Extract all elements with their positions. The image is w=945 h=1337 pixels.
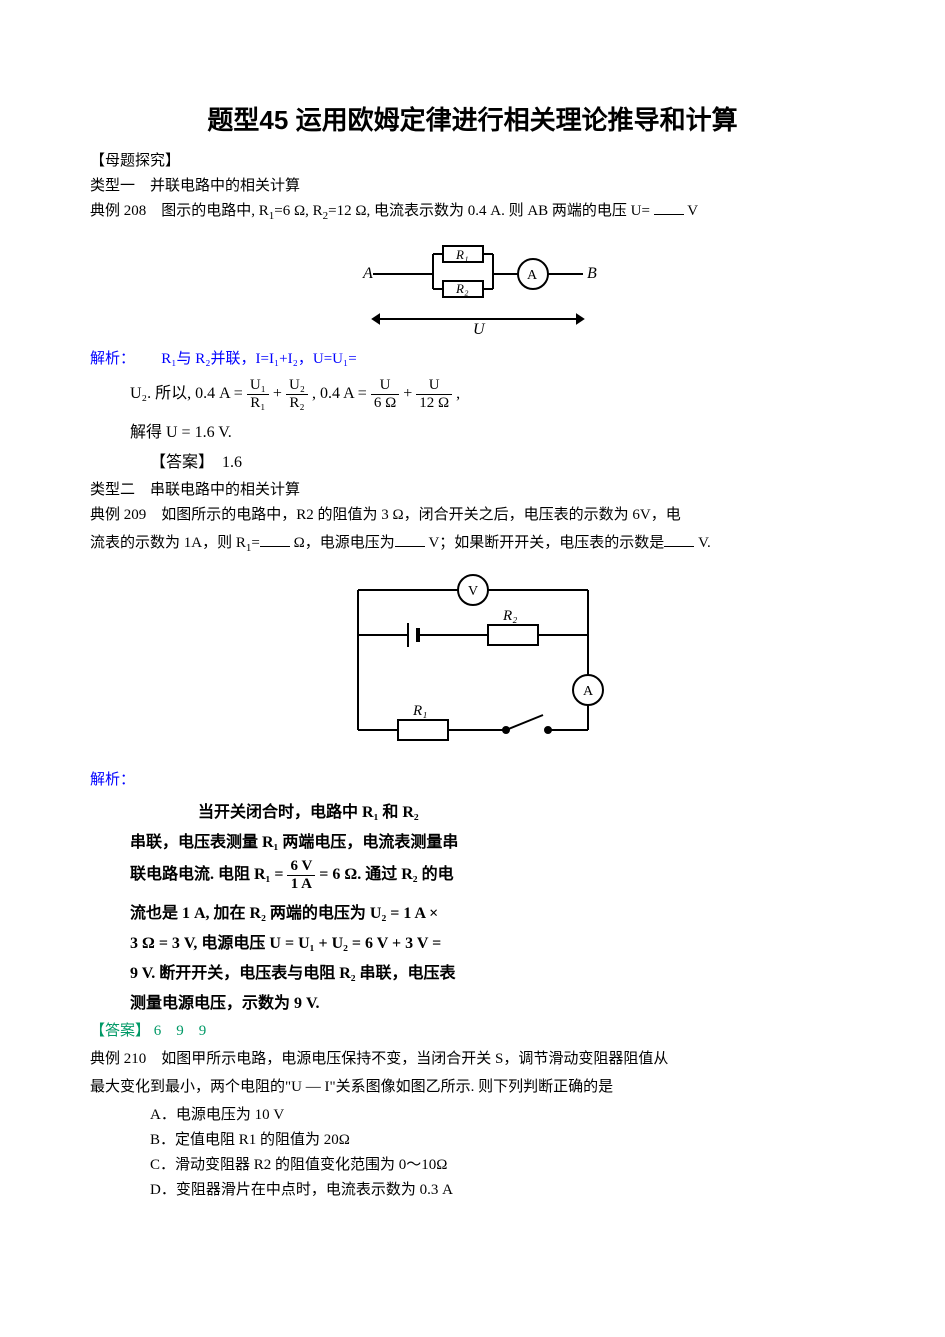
sol2-l1: 当开关闭合时，电路中 R₁ 和 R₂ <box>90 798 855 822</box>
document-page: 题型45 运用欧姆定律进行相关理论推导和计算 【母题探究】 类型一 并联电路中的… <box>0 0 945 1243</box>
ex208-text-c: =12 Ω, 电流表示数为 0.4 A. 则 AB 两端的电压 U= <box>328 203 650 219</box>
label-a: A <box>362 265 373 282</box>
example-209-line2: 流表的示数为 1A，则 R1= Ω，电源电压为 V；如果断开开关，电压表的示数是… <box>90 531 855 558</box>
ex208-text-a: 典例 208 图示的电路中, R <box>90 203 269 219</box>
analysis-1-text: R₁与 R₂并联，I=I₁+I₂，U=U₁= <box>161 351 356 367</box>
blank-3 <box>395 531 425 547</box>
frac-u2-r2: U₂R₂ <box>286 377 308 412</box>
sol1-c: , <box>456 385 460 402</box>
frac-u-6: U6 Ω <box>371 377 399 412</box>
sol2-l5: 3 Ω = 3 V, 电源电压 U = U₁ + U₂ = 6 V + 3 V … <box>90 929 855 953</box>
label-r2: R₂ <box>455 281 469 296</box>
ex209-d: Ω，电源电压为 <box>294 535 395 551</box>
sol1-a: U₂. 所以, 0.4 A = <box>130 385 243 402</box>
example-208: 典例 208 图示的电路中, R1=6 Ω, R2=12 Ω, 电流表示数为 0… <box>90 199 855 226</box>
frac-6v-1a: 6 V1 A <box>287 858 315 893</box>
ex208-text-d: V <box>687 203 698 219</box>
label-u: U <box>473 321 486 334</box>
option-d: D．变阻器滑片在中点时，电流表示数为 0.3 A <box>150 1178 855 1199</box>
ammeter-label-2: A <box>583 684 594 699</box>
solution-1-line1: U₂. 所以, 0.4 A = U₁R₁ + U₂R₂ , 0.4 A = U6… <box>90 377 855 412</box>
frac-u1-r1: U₁R₁ <box>247 377 269 412</box>
voltmeter-label: V <box>468 584 478 599</box>
example-209-line1: 典例 209 如图所示的电路中，R2 的阻值为 3 Ω，闭合开关之后，电压表的示… <box>90 503 855 527</box>
figure-2: V A R₂ R₁ <box>90 565 855 760</box>
analysis-2-label: 解析： <box>90 772 135 788</box>
label-b: B <box>587 265 597 282</box>
sol2-l2: 串联，电压表测量 R₁ 两端电压，电流表测量串 <box>90 828 855 852</box>
circuit-diagram-1: A B R₁ R₂ A U <box>343 234 603 334</box>
sol2-l3: 联电路电流. 电阻 R₁ = 6 V1 A = 6 Ω. 通过 R₂ 的电 <box>90 858 855 893</box>
solution-1-line2: 解得 U = 1.6 V. <box>90 418 855 442</box>
sol2-l3a: 联电路电流. 电阻 R₁ = <box>130 866 283 883</box>
sol2-l6: 9 V. 断开开关，电压表与电阻 R₂ 串联，电压表 <box>90 959 855 983</box>
answer-2: 【答案】 6 9 9 <box>90 1019 855 1043</box>
sol2-l3b: = 6 Ω. 通过 R₂ 的电 <box>319 866 453 883</box>
figure-1: A B R₁ R₂ A U <box>90 234 855 339</box>
ex209-e: V；如果断开开关，电压表的示数是 <box>428 535 664 551</box>
type-2-heading: 类型二 串联电路中的相关计算 <box>90 478 855 499</box>
r1-label: R₁ <box>412 703 427 719</box>
blank-1 <box>654 199 684 215</box>
analysis-1: 解析： R₁与 R₂并联，I=I₁+I₂，U=U₁= <box>90 347 855 371</box>
sol2-l4: 流也是 1 A, 加在 R₂ 两端的电压为 U₂ = 1 A × <box>90 899 855 923</box>
blank-4 <box>664 531 694 547</box>
example-210-line2: 最大变化到最小，两个电阻的"U — I"关系图像如图乙所示. 则下列判断正确的是 <box>90 1075 855 1099</box>
option-c: C．滑动变阻器 R2 的阻值变化范围为 0～10Ω <box>150 1153 855 1174</box>
label-r1: R₁ <box>455 247 468 262</box>
frac-u-12: U12 Ω <box>416 377 452 412</box>
ex208-text-b: =6 Ω, R <box>274 203 322 219</box>
example-210-line1: 典例 210 如图甲所示电路，电源电压保持不变，当闭合开关 S，调节滑动变阻器阻… <box>90 1047 855 1071</box>
circuit-diagram-2: V A R₂ R₁ <box>328 565 618 755</box>
blank-2 <box>260 531 290 547</box>
page-title: 题型45 运用欧姆定律进行相关理论推导和计算 <box>90 100 855 137</box>
ex209-c: = <box>251 535 259 551</box>
sol1-b: , 0.4 A = <box>312 385 367 402</box>
ex209-f: V. <box>698 535 711 551</box>
type-1-heading: 类型一 并联电路中的相关计算 <box>90 174 855 195</box>
answer-1: 【答案】 1.6 <box>90 448 855 472</box>
ex209-b: 流表的示数为 1A，则 R <box>90 535 246 551</box>
option-a: A．电源电压为 10 V <box>150 1103 855 1124</box>
plus-1: + <box>273 385 282 402</box>
ammeter-label: A <box>527 268 538 283</box>
analysis-2: 解析： <box>90 768 855 792</box>
sol2-l7: 测量电源电压，示数为 9 V. <box>90 989 855 1013</box>
r2-label: R₂ <box>502 608 517 624</box>
analysis-1-label: 解析： <box>90 351 128 367</box>
section-heading: 【母题探究】 <box>90 149 855 170</box>
plus-2: + <box>403 385 412 402</box>
option-b: B．定值电阻 R1 的阻值为 20Ω <box>150 1128 855 1149</box>
